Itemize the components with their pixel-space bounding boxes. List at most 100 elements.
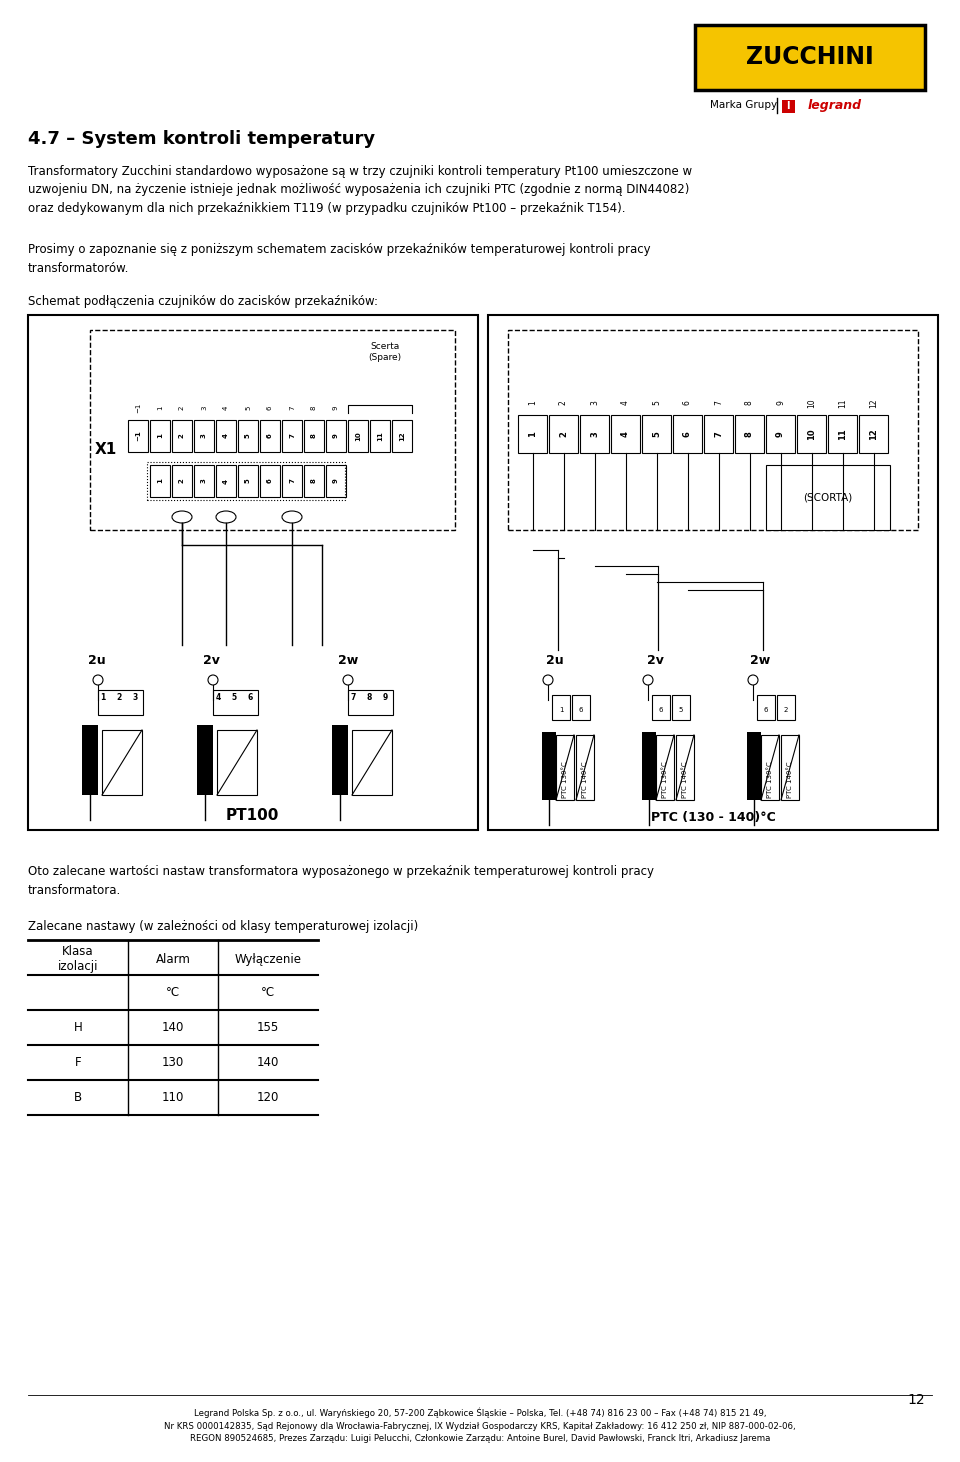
- Text: 3: 3: [201, 406, 207, 411]
- Bar: [282, 420, 302, 452]
- Text: 9: 9: [776, 401, 785, 405]
- Text: 2: 2: [179, 434, 185, 439]
- Text: 3: 3: [201, 478, 207, 484]
- Text: 7: 7: [350, 693, 356, 702]
- Text: 6: 6: [267, 434, 273, 439]
- Circle shape: [643, 675, 653, 686]
- Text: legrand: legrand: [808, 99, 862, 113]
- Text: 2w: 2w: [750, 654, 770, 667]
- Bar: [348, 690, 393, 715]
- Bar: [213, 690, 258, 715]
- Text: PTC 140°C: PTC 140°C: [682, 762, 688, 798]
- Bar: [150, 465, 170, 497]
- Text: 2u: 2u: [88, 654, 106, 667]
- Ellipse shape: [282, 512, 302, 523]
- Text: 11: 11: [377, 431, 383, 442]
- Bar: [747, 732, 761, 800]
- Text: 6: 6: [683, 401, 692, 405]
- Text: 4: 4: [215, 693, 221, 702]
- Text: PTC 140°C: PTC 140°C: [582, 762, 588, 798]
- Text: PTC 140°C: PTC 140°C: [787, 762, 793, 798]
- Text: 5: 5: [245, 406, 251, 411]
- Bar: [304, 465, 324, 497]
- Text: 8: 8: [311, 406, 317, 411]
- Text: ZUCCHINI: ZUCCHINI: [746, 45, 874, 69]
- Text: 1: 1: [157, 434, 163, 439]
- Bar: [128, 420, 148, 452]
- Text: (SCORTA): (SCORTA): [804, 493, 852, 503]
- Text: B: B: [74, 1091, 82, 1104]
- Text: 140: 140: [257, 1056, 279, 1069]
- Bar: [549, 415, 578, 453]
- Text: 2: 2: [559, 431, 568, 437]
- Bar: [352, 730, 392, 795]
- Text: 4.7 – System kontroli temperatury: 4.7 – System kontroli temperatury: [28, 130, 375, 148]
- Text: Klasa
izolacji: Klasa izolacji: [58, 946, 98, 974]
- Text: 4: 4: [223, 434, 229, 439]
- Text: 9: 9: [776, 431, 785, 437]
- Text: °C: °C: [166, 985, 180, 999]
- Text: 5: 5: [245, 478, 251, 484]
- Text: 5: 5: [652, 401, 661, 405]
- Bar: [326, 420, 346, 452]
- Bar: [676, 735, 694, 800]
- Text: 140: 140: [162, 1020, 184, 1034]
- Text: PTC (130 - 140)°C: PTC (130 - 140)°C: [651, 811, 776, 825]
- Bar: [172, 465, 192, 497]
- Text: Marka Grupy: Marka Grupy: [710, 99, 778, 110]
- Text: 6: 6: [248, 693, 252, 702]
- Bar: [348, 420, 368, 452]
- Bar: [642, 415, 671, 453]
- Text: 2w: 2w: [338, 654, 358, 667]
- Text: 6: 6: [764, 708, 768, 713]
- Text: °C: °C: [261, 985, 276, 999]
- Text: 7: 7: [714, 431, 723, 437]
- Text: PTC 130°C: PTC 130°C: [562, 762, 568, 798]
- Bar: [217, 730, 257, 795]
- Text: 2: 2: [559, 401, 568, 405]
- Bar: [216, 420, 236, 452]
- Text: 4: 4: [223, 406, 229, 411]
- Text: 9: 9: [382, 693, 388, 702]
- Text: 12: 12: [869, 398, 878, 408]
- Bar: [735, 415, 764, 453]
- Bar: [392, 420, 412, 452]
- Text: PTC 130°C: PTC 130°C: [767, 762, 773, 798]
- Bar: [757, 694, 775, 719]
- Text: Wyłączenie: Wyłączenie: [234, 953, 301, 966]
- Text: Zalecane nastawy (w zależności od klasy temperaturowej izolacji): Zalecane nastawy (w zależności od klasy …: [28, 920, 419, 933]
- Text: 9: 9: [333, 478, 339, 484]
- Text: 7: 7: [289, 406, 295, 411]
- Circle shape: [208, 675, 218, 686]
- Text: 6: 6: [659, 708, 663, 713]
- Text: PTC 130°C: PTC 130°C: [662, 762, 668, 798]
- Bar: [859, 415, 888, 453]
- Bar: [488, 314, 938, 830]
- Text: Schemat podłączenia czujników do zacisków przekaźników:: Schemat podłączenia czujników do zaciskó…: [28, 295, 378, 308]
- Bar: [90, 330, 455, 531]
- Bar: [197, 725, 213, 795]
- Text: 130: 130: [162, 1056, 184, 1069]
- Text: 1: 1: [528, 401, 537, 405]
- Text: Scerta
(Spare): Scerta (Spare): [369, 342, 401, 361]
- Bar: [761, 735, 779, 800]
- Bar: [238, 465, 258, 497]
- Bar: [704, 415, 733, 453]
- Circle shape: [748, 675, 758, 686]
- Text: 8: 8: [745, 401, 754, 405]
- Bar: [194, 465, 214, 497]
- Bar: [828, 415, 857, 453]
- Text: 1: 1: [157, 406, 163, 411]
- Bar: [238, 420, 258, 452]
- Text: 1: 1: [528, 431, 537, 437]
- Circle shape: [543, 675, 553, 686]
- Text: 8: 8: [745, 431, 754, 437]
- Text: 12: 12: [907, 1393, 925, 1406]
- Bar: [332, 725, 348, 795]
- Bar: [777, 694, 795, 719]
- Bar: [150, 420, 170, 452]
- Text: 3: 3: [590, 401, 599, 405]
- Bar: [172, 420, 192, 452]
- Bar: [370, 420, 390, 452]
- Text: 2: 2: [179, 478, 185, 484]
